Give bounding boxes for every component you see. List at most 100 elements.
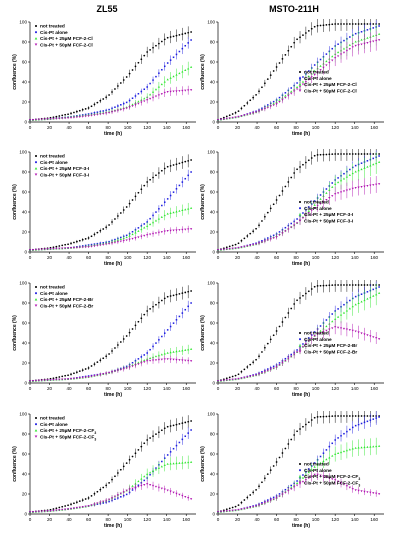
- data-point: [190, 65, 193, 68]
- data-point: [187, 89, 190, 92]
- data-point: [275, 199, 278, 201]
- x-tick-label: 120: [143, 517, 151, 522]
- data-point: [351, 23, 354, 25]
- data-point: [58, 115, 61, 117]
- data-point: [175, 423, 178, 426]
- data-point: [190, 290, 192, 292]
- series-cis-pt: [217, 411, 380, 513]
- data-point: [372, 34, 375, 37]
- data-point: [372, 418, 375, 420]
- data-point: [266, 211, 269, 214]
- data-point: [252, 491, 255, 494]
- legend-label: not treated: [40, 154, 65, 160]
- data-point: [295, 88, 299, 91]
- data-point: [339, 191, 343, 194]
- x-tick-label: 160: [182, 255, 190, 260]
- y-tick-label: 0: [24, 512, 27, 517]
- data-point: [116, 241, 119, 244]
- data-point: [31, 118, 35, 121]
- data-point: [184, 495, 187, 498]
- data-point: [81, 115, 84, 118]
- data-point: [158, 172, 160, 174]
- data-point: [313, 206, 316, 209]
- data-point: [187, 305, 189, 308]
- data-point: [366, 297, 369, 300]
- data-point: [125, 76, 128, 78]
- data-point: [122, 237, 125, 240]
- data-point: [96, 490, 99, 493]
- x-tick-label: 40: [254, 386, 260, 391]
- data-point: [72, 507, 76, 510]
- data-point: [266, 78, 269, 81]
- data-point: [354, 32, 357, 35]
- data-point: [160, 83, 163, 86]
- data-point: [375, 183, 378, 186]
- data-point: [166, 489, 169, 492]
- x-axis-label: time (h): [104, 261, 122, 267]
- data-point: [137, 480, 140, 483]
- data-point: [102, 98, 105, 100]
- data-point: [178, 209, 181, 212]
- data-point: [325, 153, 328, 156]
- data-point: [328, 61, 331, 64]
- data-point: [310, 288, 313, 290]
- data-point: [93, 374, 96, 377]
- series-high: [28, 85, 193, 122]
- y-tick-label: 20: [22, 492, 28, 497]
- data-point: [107, 242, 111, 245]
- y-tick-label: 100: [207, 281, 215, 286]
- data-point: [261, 239, 263, 242]
- data-point: [225, 248, 228, 251]
- data-point: [96, 231, 99, 234]
- data-point: [61, 114, 64, 117]
- data-point: [363, 153, 366, 155]
- data-point: [266, 342, 269, 345]
- data-point: [237, 110, 240, 112]
- data-point: [293, 434, 296, 436]
- data-point: [331, 284, 334, 287]
- data-point: [290, 92, 293, 95]
- data-point: [163, 65, 166, 68]
- data-point: [187, 159, 190, 162]
- data-point: [28, 119, 32, 122]
- data-point: [343, 432, 345, 435]
- data-point: [252, 243, 255, 246]
- data-point: [269, 469, 272, 471]
- data-point: [334, 153, 337, 155]
- data-point: [52, 117, 55, 120]
- data-point: [149, 82, 151, 85]
- data-point: [114, 88, 116, 90]
- data-point: [105, 499, 108, 502]
- data-point: [278, 231, 281, 233]
- data-point: [310, 157, 313, 159]
- data-point: [99, 229, 102, 232]
- data-point: [308, 468, 310, 470]
- data-point: [351, 305, 354, 308]
- data-point: [278, 101, 281, 103]
- data-point: [105, 243, 108, 246]
- data-point: [117, 105, 119, 107]
- data-point: [117, 472, 119, 474]
- data-point: [96, 502, 99, 505]
- data-point: [304, 479, 307, 482]
- data-point: [301, 80, 305, 83]
- data-point: [334, 326, 337, 329]
- data-point: [114, 238, 116, 241]
- data-point: [99, 373, 102, 376]
- data-point: [260, 109, 264, 112]
- data-point: [325, 284, 328, 287]
- data-point: [243, 245, 246, 248]
- data-point: [37, 248, 40, 251]
- x-tick-label: 140: [163, 125, 171, 130]
- y-axis-label: confluence (%): [200, 446, 206, 482]
- data-point: [305, 423, 307, 426]
- data-point: [313, 200, 316, 202]
- data-point: [166, 62, 169, 64]
- data-point: [278, 325, 281, 328]
- data-point: [184, 208, 187, 211]
- data-point: [266, 239, 269, 242]
- data-point: [284, 185, 287, 188]
- data-point: [149, 473, 151, 476]
- data-point: [152, 305, 154, 308]
